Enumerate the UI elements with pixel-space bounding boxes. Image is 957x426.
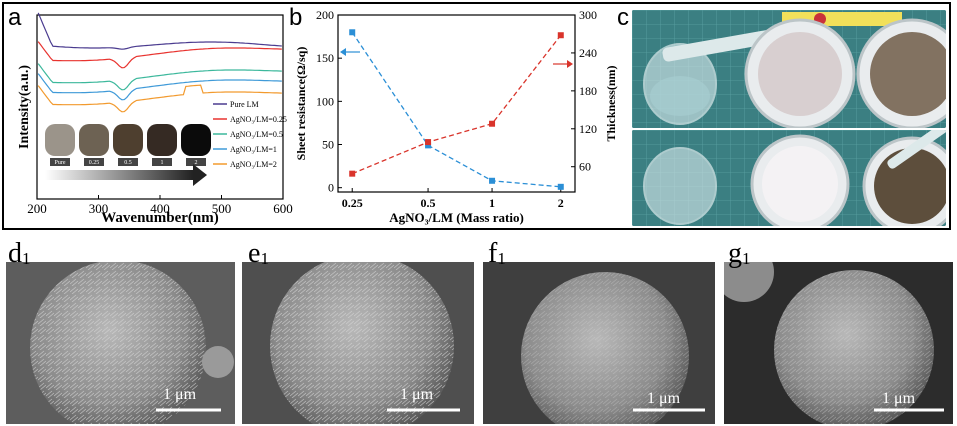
scale-bar-label: 1 μm: [163, 386, 197, 403]
y-right-tick-label: 300: [579, 8, 597, 22]
sem-image-g1: 1 μm: [724, 262, 953, 424]
legend-label: AgNO₃/LM=0.25: [230, 115, 287, 124]
sample-swatch-tag: [50, 158, 70, 166]
sample-swatch-tag: [84, 158, 104, 166]
sem-image-e1: 1 μm: [242, 262, 474, 424]
chart-b: 0 50 100 150 200 60 120 180 240 300 0.25 0.5 1 2 AgNO₃…: [294, 8, 618, 225]
photo-top: [632, 10, 946, 128]
sample-swatch: [79, 124, 109, 156]
x-tick-label: 1: [489, 196, 495, 210]
spectrum-line: [37, 73, 282, 101]
y-right-axis-label: Thickness(nm): [604, 65, 618, 141]
y-axis-label: Sheet resistance(Ω/sq): [294, 47, 308, 161]
data-point: [557, 32, 564, 39]
spectrum-line: [37, 63, 282, 91]
panel-label-g1: g1: [728, 238, 751, 269]
data-point: [489, 177, 496, 184]
sample-swatch-tag: [152, 158, 172, 166]
sample-swatch-tag: [118, 158, 138, 166]
gradient-arrow: [45, 170, 193, 180]
x-tick-label: 0.25: [342, 196, 363, 210]
pipette: [662, 28, 782, 62]
sem-image-d1: 1 μm: [6, 262, 235, 424]
scale-bar-label: 1 μm: [882, 390, 916, 407]
plot-frame: [337, 14, 576, 193]
spectrum-line: [37, 12, 282, 50]
left-axis-arrow-head: [340, 48, 346, 56]
sample-swatch-label: 2: [195, 160, 198, 166]
panel-label-a: a: [8, 4, 22, 31]
legend-label: AgNO₃/LM=0.5: [230, 130, 283, 139]
sample-swatch: [181, 124, 211, 156]
panel-label-b: b: [289, 4, 303, 31]
data-point: [489, 120, 496, 127]
y-right-tick-label: 120: [579, 122, 597, 136]
panel-label-d1: d1: [8, 238, 31, 269]
x-tick-label: 200: [27, 201, 47, 216]
x-axis-label: Wavenumber(nm): [101, 210, 219, 226]
y-tick-label: 200: [316, 8, 334, 22]
right-axis-arrow-head: [567, 60, 573, 68]
scale-bar-label: 1 μm: [400, 386, 434, 403]
y-right-tick-label: 180: [579, 84, 597, 98]
sample-swatch: [45, 124, 75, 156]
data-point: [349, 29, 356, 36]
x-tick-label: 500: [212, 201, 232, 216]
x-axis-label: AgNO₃/LM (Mass ratio): [389, 210, 524, 225]
x-tick-label: 0.5: [421, 196, 436, 210]
data-point: [557, 183, 564, 190]
sample-swatch: [147, 124, 177, 156]
x-tick-label: 300: [89, 201, 109, 216]
panel-label-e1: e1: [248, 238, 269, 269]
y-right-tick-label: 240: [579, 46, 597, 60]
data-point: [349, 170, 356, 177]
y-tick-label: 150: [316, 51, 334, 65]
sample-swatch-label: 0.25: [89, 160, 100, 166]
panel-label-f1: f1: [488, 238, 506, 269]
photo-bottom: [632, 130, 946, 226]
sample-swatch-label: Pure: [55, 160, 66, 166]
legend-label: Pure LM: [230, 100, 259, 109]
spectrum-line: [37, 41, 282, 69]
sample-swatch: [113, 124, 143, 156]
y-right-tick-label: 60: [579, 160, 591, 174]
chart-a: 200 300 400 500 600 Wavenumber(nm) Intensity(a…: [17, 12, 293, 226]
legend-label: AgNO₃/LM=1: [230, 145, 277, 154]
sample-swatch-label: 0.5: [124, 160, 132, 166]
y-axis-label: Intensity(a.u.): [17, 65, 32, 149]
y-tick-label: 0: [328, 181, 334, 195]
y-tick-label: 50: [322, 138, 334, 152]
figure-top-frame: [2, 2, 951, 230]
scale-bar-label: 1 μm: [647, 390, 681, 407]
sem-image-f1: 1 μm: [483, 262, 715, 424]
x-tick-label: 400: [150, 201, 170, 216]
y-tick-label: 100: [316, 94, 334, 108]
data-point: [425, 142, 432, 149]
gradient-arrow-head: [193, 164, 207, 186]
x-tick-label: 2: [558, 196, 564, 210]
series-line: [351, 31, 561, 188]
series-line: [351, 34, 562, 175]
x-tick-label: 600: [273, 201, 293, 216]
sample-swatch-label: 1: [161, 160, 164, 166]
data-point: [425, 139, 432, 146]
spectrum-line: [37, 84, 282, 113]
panel-label-c: c: [617, 4, 629, 31]
sample-swatch-tag: [186, 158, 206, 166]
legend-label: AgNO₃/LM=2: [230, 160, 277, 169]
